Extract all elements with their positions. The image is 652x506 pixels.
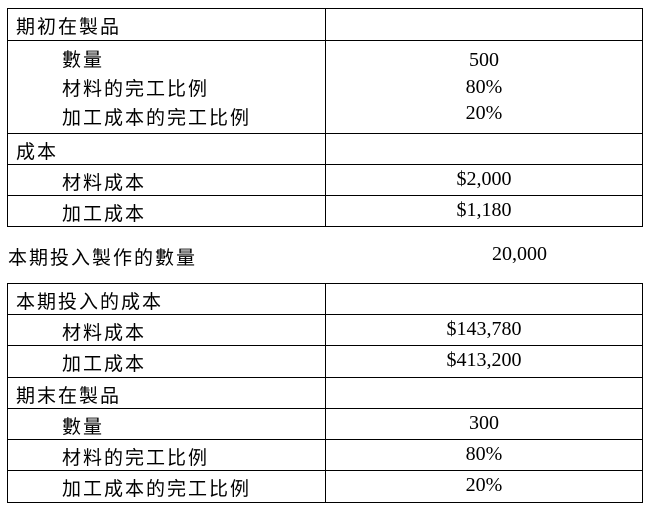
row-value: $2,000 [456,168,512,190]
row-value: 20% [465,474,503,496]
table-row: 材料的完工比例 80% [8,439,642,470]
row-label: 加工成本 [62,204,147,225]
row-label: 材料的完工比例 [62,448,210,469]
row-label: 材料成本 [62,173,147,194]
table-row: 加工成本的完工比例 20% [8,470,642,502]
table-row: 材料成本 $2,000 [8,164,642,195]
row-value: 500 [469,49,499,71]
row-label: 數量 [62,417,105,438]
units-started-value: 20,000 [492,243,547,265]
row-label: 材料成本 [62,323,147,344]
table-row: 材料成本 $143,780 [8,314,642,345]
row-label: 材料的完工比例 [62,79,210,100]
section-heading: 成本 [16,142,59,163]
section-heading: 本期投入的成本 [16,292,164,313]
beginning-wip-table: 期初在製品 數量 500 材料的完工比例 80% 加工成本的完工比例 20% 成… [7,8,643,227]
current-costs-ending-wip-table: 本期投入的成本 材料成本 $143,780 加工成本 $413,200 期末在製… [7,283,643,503]
row-label: 加工成本的完工比例 [62,479,252,500]
table-row: 加工成本 $1,180 [8,195,642,226]
table-row: 數量 300 [8,408,642,439]
units-started-label: 本期投入製作的數量 [8,248,198,269]
section-heading: 期末在製品 [16,386,122,407]
column-divider [325,9,326,226]
row-value: $1,180 [456,199,512,221]
row-value: $143,780 [446,318,522,340]
table-row: 本期投入的成本 [8,284,642,315]
table-row: 成本 [8,133,642,164]
table-row: 數量 500 材料的完工比例 80% 加工成本的完工比例 20% [8,40,642,133]
section-heading: 期初在製品 [16,17,122,38]
row-label: 加工成本的完工比例 [62,108,252,129]
table-row: 期末在製品 [8,377,642,408]
table-row: 期初在製品 [8,9,642,41]
row-value: 80% [465,76,503,98]
row-value: 80% [465,443,503,465]
row-value: 20% [465,102,503,124]
row-value: $413,200 [446,349,522,371]
column-divider [325,284,326,502]
table-row: 加工成本 $413,200 [8,345,642,377]
row-value: 300 [469,412,499,434]
row-label: 數量 [62,50,105,71]
row-label: 加工成本 [62,354,147,375]
